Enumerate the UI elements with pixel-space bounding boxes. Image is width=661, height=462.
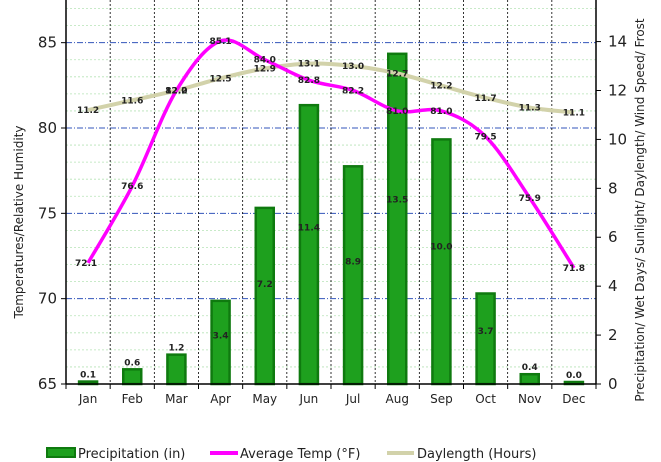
average-temp-label-oct: 79.5 <box>474 133 496 143</box>
series-lines <box>86 38 576 269</box>
legend-label-daylength: Daylength (Hours) <box>417 447 536 462</box>
precipitation-label-feb: 0.6 <box>124 358 140 368</box>
average-temp-label-may: 84.0 <box>254 56 276 66</box>
left-tick-label: 70 <box>38 290 57 308</box>
average-temp-label-aug: 81.0 <box>386 107 408 117</box>
x-tick-label-sep: Sep <box>430 392 453 406</box>
daylength-label-aug: 12.7 <box>386 69 408 79</box>
daylength-label-jan: 11.2 <box>77 106 99 116</box>
x-tick-label-feb: Feb <box>122 392 143 406</box>
precipitation-bars <box>77 52 585 386</box>
average-temp-label-nov: 75.9 <box>519 194 541 204</box>
legend: Precipitation (in) Average Temp (°F) Day… <box>46 447 536 462</box>
legend-item-average-temp: Average Temp (°F) <box>210 447 360 462</box>
daylength-line <box>87 61 575 115</box>
precipitation-label-jan: 0.1 <box>80 371 96 381</box>
precipitation-bar-may <box>254 206 275 386</box>
precipitation-bar-jul <box>342 165 364 386</box>
precipitation-bar-sep <box>431 138 452 386</box>
average-temp-label-feb: 76.6 <box>121 182 143 192</box>
average-temp-line <box>86 38 576 269</box>
precipitation-bar-nov <box>519 372 540 386</box>
daylength-label-dec: 11.1 <box>563 109 585 119</box>
x-tick-label-mar: Mar <box>165 392 188 406</box>
daylength-label-may: 12.9 <box>254 64 276 74</box>
average-temp-label-jan: 72.1 <box>75 259 97 269</box>
precipitation-bar-feb <box>122 368 143 386</box>
precipitation-bar-oct <box>475 292 496 386</box>
daylength-label-mar: 12.0 <box>165 86 187 96</box>
precipitation-label-aug: 13.5 <box>386 195 408 205</box>
average-temp-label-mar: 82.2 <box>165 86 187 96</box>
right-tick-label: 6 <box>608 228 618 246</box>
x-tick-label-dec: Dec <box>562 392 585 406</box>
average-temp-label-sep: 81.0 <box>430 107 452 117</box>
left-tick-label: 65 <box>38 375 57 393</box>
average-temp-label-dec: 71.8 <box>563 264 585 274</box>
left-tick-label: 85 <box>38 34 57 52</box>
precipitation-label-oct: 3.7 <box>478 327 494 337</box>
daylength-label-apr: 12.5 <box>209 74 231 84</box>
precipitation-label-jul: 8.9 <box>345 257 361 267</box>
precipitation-label-may: 7.2 <box>257 280 273 290</box>
average-temp-label-jul: 82.2 <box>342 86 364 96</box>
average-temp-label-jun: 82.8 <box>298 76 320 86</box>
x-tick-label-jun: Jun <box>299 392 319 406</box>
axes: 65 70 75 80 85 0 2 4 6 8 10 12 14 Jan Feb Mar Apr May Jun J… <box>38 0 627 406</box>
precipitation-bar-apr <box>210 299 231 386</box>
x-tick-label-aug: Aug <box>386 392 409 406</box>
grid <box>65 0 597 384</box>
daylength-label-feb: 11.6 <box>121 96 143 106</box>
left-tick-label: 75 <box>38 204 57 222</box>
right-tick-label: 10 <box>608 130 627 148</box>
daylength-label-sep: 12.2 <box>430 82 452 92</box>
precipitation-label-sep: 10.0 <box>430 242 452 252</box>
precipitation-label-dec: 0.0 <box>566 371 582 381</box>
right-tick-label: 12 <box>608 81 627 99</box>
precipitation-bar-aug <box>387 52 408 386</box>
data-labels: 0.1 0.6 1.2 3.4 7.2 11.4 8.9 13.5 10.0 3.7 0.4 0.0 7… <box>75 37 585 381</box>
daylength-label-oct: 11.7 <box>474 94 496 104</box>
precipitation-label-jun: 11.4 <box>298 224 320 234</box>
right-tick-label: 0 <box>608 375 618 393</box>
legend-item-daylength: Daylength (Hours) <box>387 447 536 462</box>
x-tick-label-may: May <box>252 392 277 406</box>
daylength-label-nov: 11.3 <box>519 104 541 114</box>
x-tick-label-oct: Oct <box>475 392 496 406</box>
precipitation-bar-mar <box>166 353 187 386</box>
right-axis-title: Precipitation/ Wet Days/ Sunlight/ Dayle… <box>633 18 647 402</box>
x-tick-label-jan: Jan <box>78 392 98 406</box>
legend-label-average-temp: Average Temp (°F) <box>240 447 360 462</box>
x-tick-label-jul: Jul <box>345 392 360 406</box>
average-temp-label-apr: 85.1 <box>209 37 231 47</box>
right-tick-label: 2 <box>608 326 618 344</box>
precipitation-label-mar: 1.2 <box>168 344 184 354</box>
right-tick-label: 8 <box>608 179 618 197</box>
precipitation-label-nov: 0.4 <box>522 363 538 373</box>
x-tick-label-nov: Nov <box>518 392 541 406</box>
left-tick-label: 80 <box>38 119 57 137</box>
legend-label-precipitation: Precipitation (in) <box>78 447 185 462</box>
daylength-label-jun: 13.1 <box>298 60 320 70</box>
left-axis-title: Temperatures/Relative Humidity <box>12 126 26 320</box>
right-tick-label: 4 <box>608 277 618 295</box>
precipitation-bar-jun <box>298 103 320 386</box>
right-tick-label: 14 <box>608 33 627 51</box>
legend-item-precipitation: Precipitation (in) <box>46 447 185 462</box>
precipitation-label-apr: 3.4 <box>213 331 229 341</box>
x-tick-label-apr: Apr <box>210 392 231 406</box>
daylength-label-jul: 13.0 <box>342 62 364 72</box>
